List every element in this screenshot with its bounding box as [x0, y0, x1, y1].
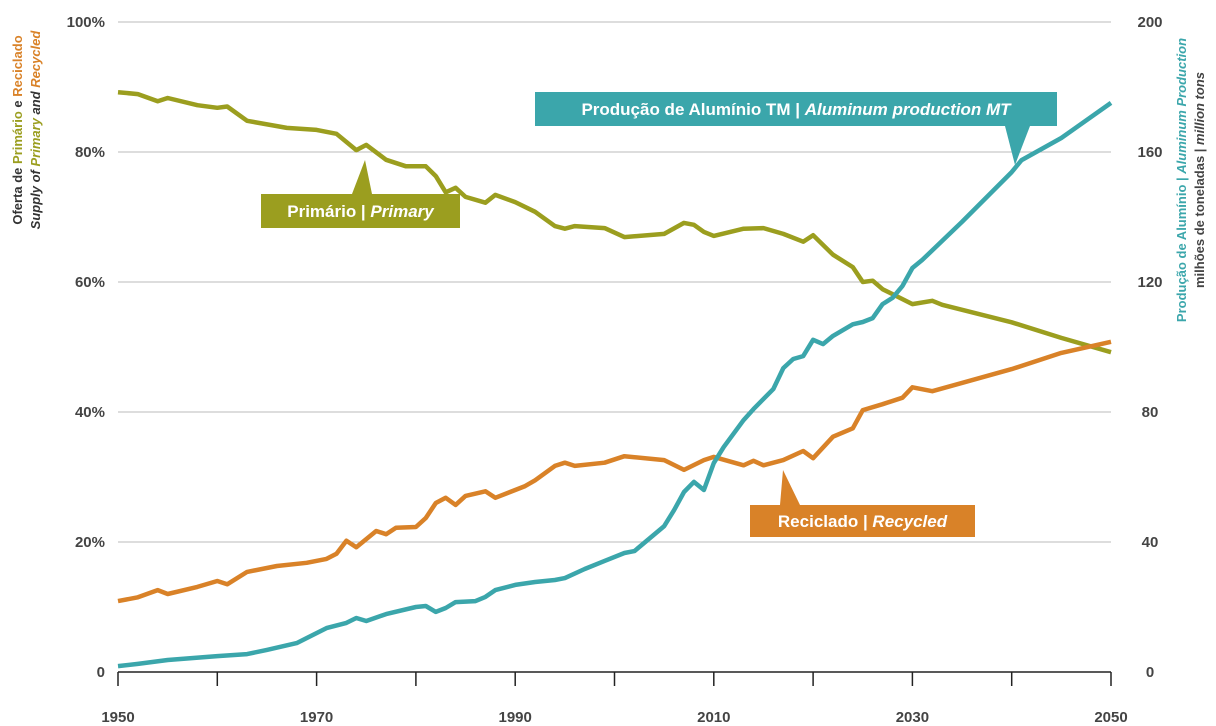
- axis-title-part: Aluminum Production: [1174, 38, 1189, 175]
- callout-box: [261, 194, 460, 228]
- legend-label-part: Recycled: [872, 512, 947, 531]
- y-tick-label: 20%: [75, 534, 105, 551]
- y-tick-label: 60%: [75, 274, 105, 291]
- axis-title-part: Primary: [28, 117, 43, 166]
- callout-pointer: [352, 160, 372, 194]
- axis-title-part: Reciclado: [10, 35, 25, 96]
- axis-title: Produção de Alumínio | Aluminum Producti…: [1174, 38, 1189, 322]
- x-tick-label: 2050: [1094, 709, 1127, 726]
- legend-label: Produção de Alumínio TM | Aluminum produ…: [581, 100, 1012, 119]
- y2-tick-label: 160: [1137, 144, 1162, 161]
- axis-title-part: Primário: [10, 111, 25, 164]
- axis-title-part: Recycled: [28, 30, 43, 88]
- legend-label-part: Reciclado |: [778, 512, 873, 531]
- axis-title: Supply of Primary and Recycled: [28, 30, 43, 230]
- callout-box: [535, 92, 1057, 126]
- y2-tick-label: 0: [1146, 664, 1154, 681]
- legend-label-part: Primário |: [287, 202, 370, 221]
- x-tick-label: 1990: [499, 709, 532, 726]
- axis-title-part: milhões de toneladas |: [1192, 145, 1207, 288]
- axis-title: milhões de toneladas | million tons: [1192, 72, 1207, 288]
- legend-label-part: Primary: [370, 202, 435, 221]
- y2-tick-label: 200: [1137, 14, 1162, 31]
- legend-label-part: Produção de Alumínio TM |: [581, 100, 804, 119]
- y2-tick-label: 40: [1142, 534, 1159, 551]
- series-line: [117, 89, 1112, 355]
- y-tick-label: 80%: [75, 144, 105, 161]
- x-tick-label: 1950: [101, 709, 134, 726]
- x-tick-label: 2030: [896, 709, 929, 726]
- axis-title-part: Produção de Alumínio |: [1174, 174, 1189, 322]
- axis-title-part: Supply of: [28, 167, 43, 230]
- legend-label-part: Aluminum production MT: [804, 100, 1012, 119]
- axis-title-part: million tons: [1192, 72, 1207, 145]
- x-tick-label: 2010: [697, 709, 730, 726]
- y-tick-label: 0: [97, 664, 105, 681]
- series-line: [117, 101, 1113, 669]
- axis-title-part: and: [28, 88, 43, 118]
- y-tick-label: 100%: [67, 14, 105, 31]
- axis-title: Oferta de Primário e Reciclado: [10, 35, 25, 224]
- axis-title-part: e: [10, 97, 25, 111]
- callout-pointer: [1005, 126, 1030, 165]
- callout-box: [750, 505, 975, 537]
- callout-pointer: [780, 470, 800, 505]
- x-tick-label: 1970: [300, 709, 333, 726]
- axis-title-part: Oferta de: [10, 164, 25, 225]
- y2-tick-label: 80: [1142, 404, 1159, 421]
- series-line: [117, 339, 1112, 604]
- y2-tick-label: 120: [1137, 274, 1162, 291]
- legend-label: Primário | Primary: [287, 202, 435, 221]
- y-tick-label: 40%: [75, 404, 105, 421]
- legend-label: Reciclado | Recycled: [778, 512, 948, 531]
